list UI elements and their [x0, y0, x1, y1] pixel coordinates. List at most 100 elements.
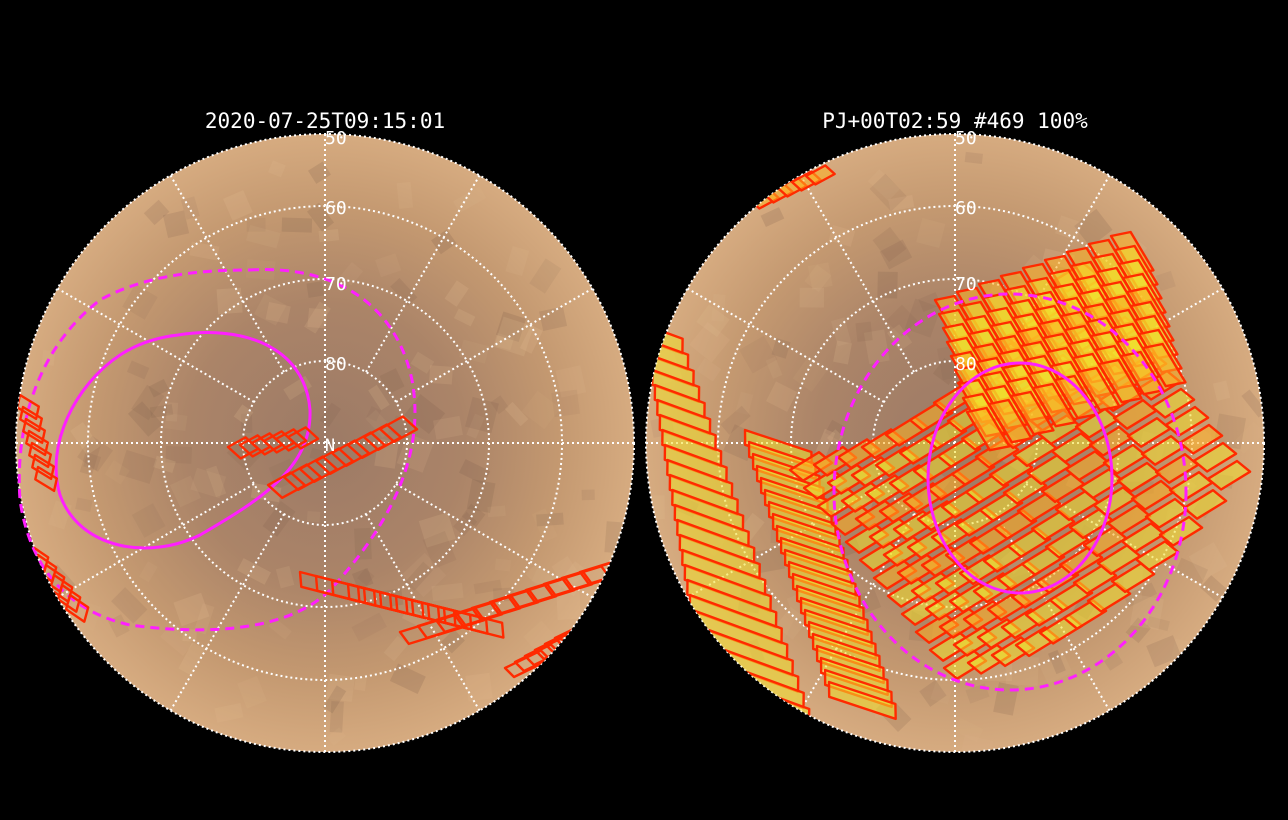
footprint-cell	[378, 415, 419, 443]
surface-patch	[453, 308, 476, 327]
surface-patch	[556, 590, 581, 620]
surface-patch	[223, 190, 253, 221]
footprint-cell	[1075, 366, 1121, 412]
footprint-cell	[1182, 489, 1228, 520]
surface-patch	[827, 429, 844, 446]
surface-patch	[162, 210, 190, 239]
surface-patch	[531, 508, 558, 543]
surface-patch	[531, 567, 566, 594]
surface-patch	[368, 384, 390, 411]
left-dashed-oval	[17, 268, 417, 632]
surface-patch	[131, 503, 166, 538]
surface-patch	[887, 324, 913, 352]
surface-patch	[953, 717, 984, 743]
footprint-cell	[1086, 581, 1132, 613]
surface-patch	[389, 663, 426, 694]
surface-patch	[182, 628, 197, 642]
surface-patch	[253, 293, 287, 326]
footprint-cell	[1002, 473, 1048, 505]
surface-patch	[1232, 421, 1264, 454]
surface-patch	[214, 702, 244, 723]
surface-patch	[557, 561, 591, 597]
surface-patch	[262, 501, 296, 537]
surface-patch	[307, 161, 332, 184]
surface-patch	[505, 246, 530, 277]
surface-patch	[521, 390, 561, 430]
surface-patch	[536, 512, 564, 527]
left-main-oval	[54, 331, 312, 550]
surface-patch	[466, 479, 496, 513]
surface-patch	[1241, 389, 1264, 418]
footprint-cell	[827, 680, 897, 721]
surface-patch	[459, 339, 490, 364]
surface-patch	[453, 511, 478, 537]
left-lat-label-50: 50	[325, 128, 347, 149]
surface-patch	[306, 511, 321, 523]
surface-patch	[771, 338, 791, 359]
surface-patch	[555, 365, 587, 398]
left-title: 2020-07-25T09:15:01	[205, 109, 445, 133]
surface-patch	[735, 391, 754, 415]
surface-patch	[165, 445, 193, 464]
surface-patch	[318, 229, 340, 243]
surface-patch	[268, 617, 292, 640]
surface-patch	[432, 415, 463, 440]
surface-patch	[1146, 635, 1182, 668]
surface-patch	[519, 325, 543, 354]
surface-patch	[354, 527, 372, 560]
surface-patch	[127, 401, 163, 437]
surface-patch	[760, 207, 785, 228]
right-lat-label-60: 60	[955, 198, 977, 219]
footprint-cell	[1192, 441, 1238, 473]
surface-patch	[604, 521, 626, 554]
surface-patch	[465, 672, 493, 702]
surface-patch	[149, 404, 174, 418]
footprint-cell	[1030, 509, 1076, 541]
surface-patch	[281, 217, 313, 233]
footprint-cell	[34, 465, 58, 493]
surface-patch	[830, 317, 852, 347]
surface-patch	[390, 277, 418, 306]
surface-patch	[153, 455, 176, 473]
surface-patch	[268, 160, 286, 178]
footprint-cell	[1178, 423, 1224, 455]
surface-patch	[190, 467, 227, 499]
surface-patch	[354, 676, 367, 691]
surface-patch	[379, 368, 405, 395]
surface-patch	[869, 173, 907, 212]
surface-patch	[904, 298, 941, 338]
footprint-cell	[1058, 545, 1104, 577]
surface-patch	[646, 495, 665, 520]
surface-patch	[79, 442, 101, 476]
surface-patch	[396, 433, 434, 473]
right-main-oval	[926, 361, 1114, 595]
surface-patch	[493, 316, 534, 357]
surface-patch	[877, 271, 898, 299]
surface-patch	[466, 413, 485, 439]
surface-patch	[885, 304, 918, 337]
surface-patch	[1188, 542, 1228, 581]
surface-patch	[164, 412, 188, 432]
right-panel: PJ+00T02:59 #469 100% 50 60 70 80	[645, 109, 1265, 753]
surface-patch	[879, 239, 913, 270]
surface-patch	[357, 568, 375, 586]
surface-patch	[444, 280, 469, 307]
left-surface-texture	[16, 160, 626, 746]
surface-patch	[799, 287, 825, 308]
surface-patch	[918, 292, 941, 313]
surface-patch	[487, 505, 506, 518]
surface-patch	[720, 405, 751, 435]
surface-patch	[237, 675, 267, 709]
surface-patch	[118, 449, 158, 484]
surface-patch	[964, 151, 983, 164]
surface-patch	[326, 673, 356, 703]
surface-patch	[428, 365, 453, 385]
surface-patch	[775, 606, 808, 640]
footprint-cell	[1009, 390, 1055, 436]
right-auroral-ovals	[832, 292, 1188, 692]
footprint-cell	[56, 583, 82, 613]
footprint-cell	[988, 455, 1034, 487]
surface-patch	[1123, 582, 1158, 608]
surface-patch	[504, 401, 529, 427]
footprint-cell	[31, 453, 55, 481]
